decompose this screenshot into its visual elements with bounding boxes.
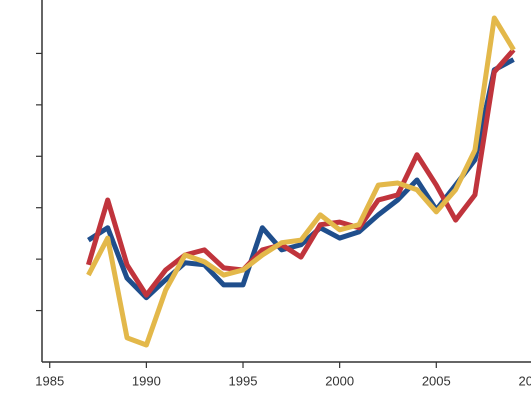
series-line	[85, 48, 516, 298]
x-tick-label: 1990	[132, 373, 161, 388]
series-line	[86, 15, 516, 348]
series-line	[87, 57, 515, 301]
x-tick-label: 2005	[422, 373, 451, 388]
x-tick-label: 1995	[229, 373, 258, 388]
x-tick-label: 2000	[325, 373, 354, 388]
x-tick-label: 2010	[518, 373, 531, 388]
x-tick-label: 1985	[35, 373, 64, 388]
